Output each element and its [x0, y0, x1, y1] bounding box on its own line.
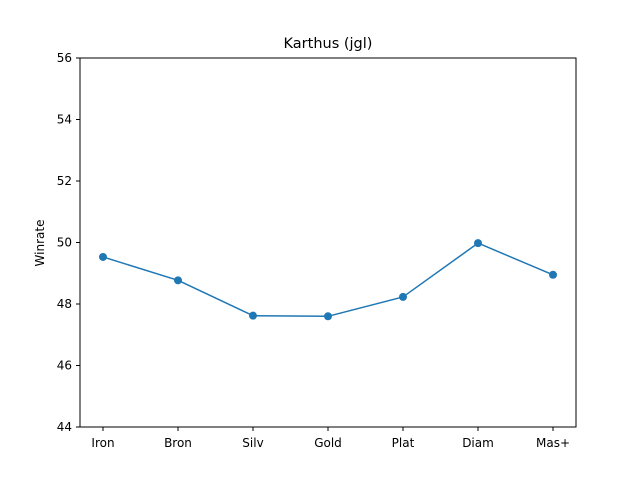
- plot-frame: [79, 57, 577, 428]
- x-tick-label: Silv: [242, 436, 263, 450]
- data-point: [399, 292, 407, 301]
- data-point: [549, 270, 557, 279]
- series-layer: [99, 239, 557, 321]
- y-axis-label: Winrate: [33, 220, 47, 267]
- x-tick-label: Diam: [462, 436, 494, 450]
- data-point: [249, 311, 257, 320]
- data-point: [474, 239, 482, 248]
- y-tick-label: 46: [57, 359, 72, 373]
- y-axis: 44 46 48 50 52 54 56: [57, 51, 80, 434]
- data-point: [174, 276, 182, 285]
- data-point: [99, 252, 107, 261]
- y-tick-label: 50: [57, 236, 72, 250]
- y-tick-label: 44: [57, 420, 72, 434]
- y-tick-label: 56: [57, 51, 72, 65]
- x-axis: Iron Bron Silv Gold Plat Diam Mas+: [91, 427, 570, 450]
- data-point: [324, 312, 332, 321]
- y-tick-label: 52: [57, 174, 72, 188]
- y-tick-label: 48: [57, 297, 72, 311]
- x-tick-label: Mas+: [536, 436, 570, 450]
- y-tick-label: 54: [57, 113, 72, 127]
- x-tick-label: Plat: [392, 436, 415, 450]
- x-tick-label: Gold: [314, 436, 342, 450]
- x-tick-label: Iron: [91, 436, 114, 450]
- x-tick-label: Bron: [164, 436, 192, 450]
- chart-title: Karthus (jgl): [284, 36, 373, 52]
